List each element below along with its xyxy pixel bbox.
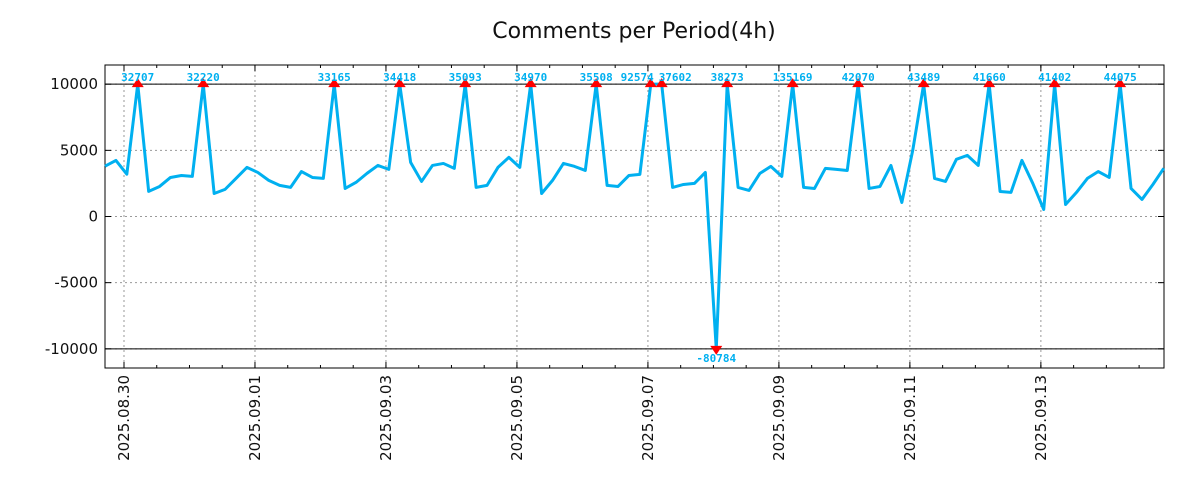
point-label: 35093: [449, 71, 482, 84]
point-label: 38273: [711, 71, 744, 84]
point-label: 42070: [842, 71, 875, 84]
chart-title: Comments per Period(4h): [492, 19, 776, 44]
point-label: 43489: [907, 71, 940, 84]
x-tick-label: 2025.09.11: [901, 375, 919, 461]
x-tick-label: 2025.08.30: [115, 375, 133, 461]
y-tick-label: 5000: [60, 141, 98, 159]
clip-marker-up: [524, 78, 537, 88]
y-tick-label: 10000: [50, 75, 98, 93]
markers: 32707 32220 33165 34418 35093 34970 35508 92574…: [121, 71, 1137, 365]
clip-marker-up: [590, 78, 603, 88]
point-label: 41402: [1038, 71, 1071, 84]
x-tick-label: 2025.09.01: [246, 375, 264, 461]
point-label: 37602: [659, 71, 692, 84]
clip-marker-up: [1114, 78, 1127, 88]
point-label: 32707: [121, 71, 154, 84]
point-label: -80784: [696, 352, 736, 365]
point-label: 135169: [773, 71, 813, 84]
point-label: 32220: [187, 71, 220, 84]
clip-marker-up: [131, 78, 144, 88]
clip-marker-up: [721, 78, 734, 88]
clip-marker-up: [786, 78, 799, 88]
clip-marker-up: [393, 78, 406, 88]
clip-marker-up: [655, 78, 668, 88]
clip-marker-down: [710, 345, 723, 355]
x-tick-label: 2025.09.05: [508, 375, 526, 461]
point-label: 34970: [514, 71, 547, 84]
series: [104, 82, 1166, 351]
point-label: 33165: [318, 71, 351, 84]
x-tick-label: 2025.09.09: [770, 375, 788, 461]
y-tick-label: -5000: [54, 274, 98, 292]
point-label: 41660: [973, 71, 1006, 84]
clip-marker-up: [459, 78, 472, 88]
y-tick-label: -10000: [45, 340, 98, 358]
x-tick-label: 2025.09.13: [1032, 375, 1050, 461]
clip-marker-up: [197, 78, 210, 88]
clip-marker-up: [983, 78, 996, 88]
series-line: [104, 82, 1166, 351]
x-tick-label: 2025.09.03: [377, 375, 395, 461]
point-label: 34418: [383, 71, 416, 84]
grid: [105, 65, 1164, 368]
clip-marker-up: [852, 78, 865, 88]
clip-marker-up: [1048, 78, 1061, 88]
plot-frame: [104, 64, 1165, 369]
y-tick-label: 0: [88, 208, 98, 226]
point-label: 35508: [580, 71, 613, 84]
point-label: 92574: [621, 71, 654, 84]
clip-marker-up: [644, 78, 657, 88]
clip-marker-up: [328, 78, 341, 88]
x-tick-label: 2025.09.07: [639, 375, 657, 461]
clip-marker-up: [917, 78, 930, 88]
point-label: 44075: [1104, 71, 1137, 84]
axes: 10000 5000 0 -5000 -10000 2025.08.30 2025.09.0…: [45, 64, 1165, 461]
